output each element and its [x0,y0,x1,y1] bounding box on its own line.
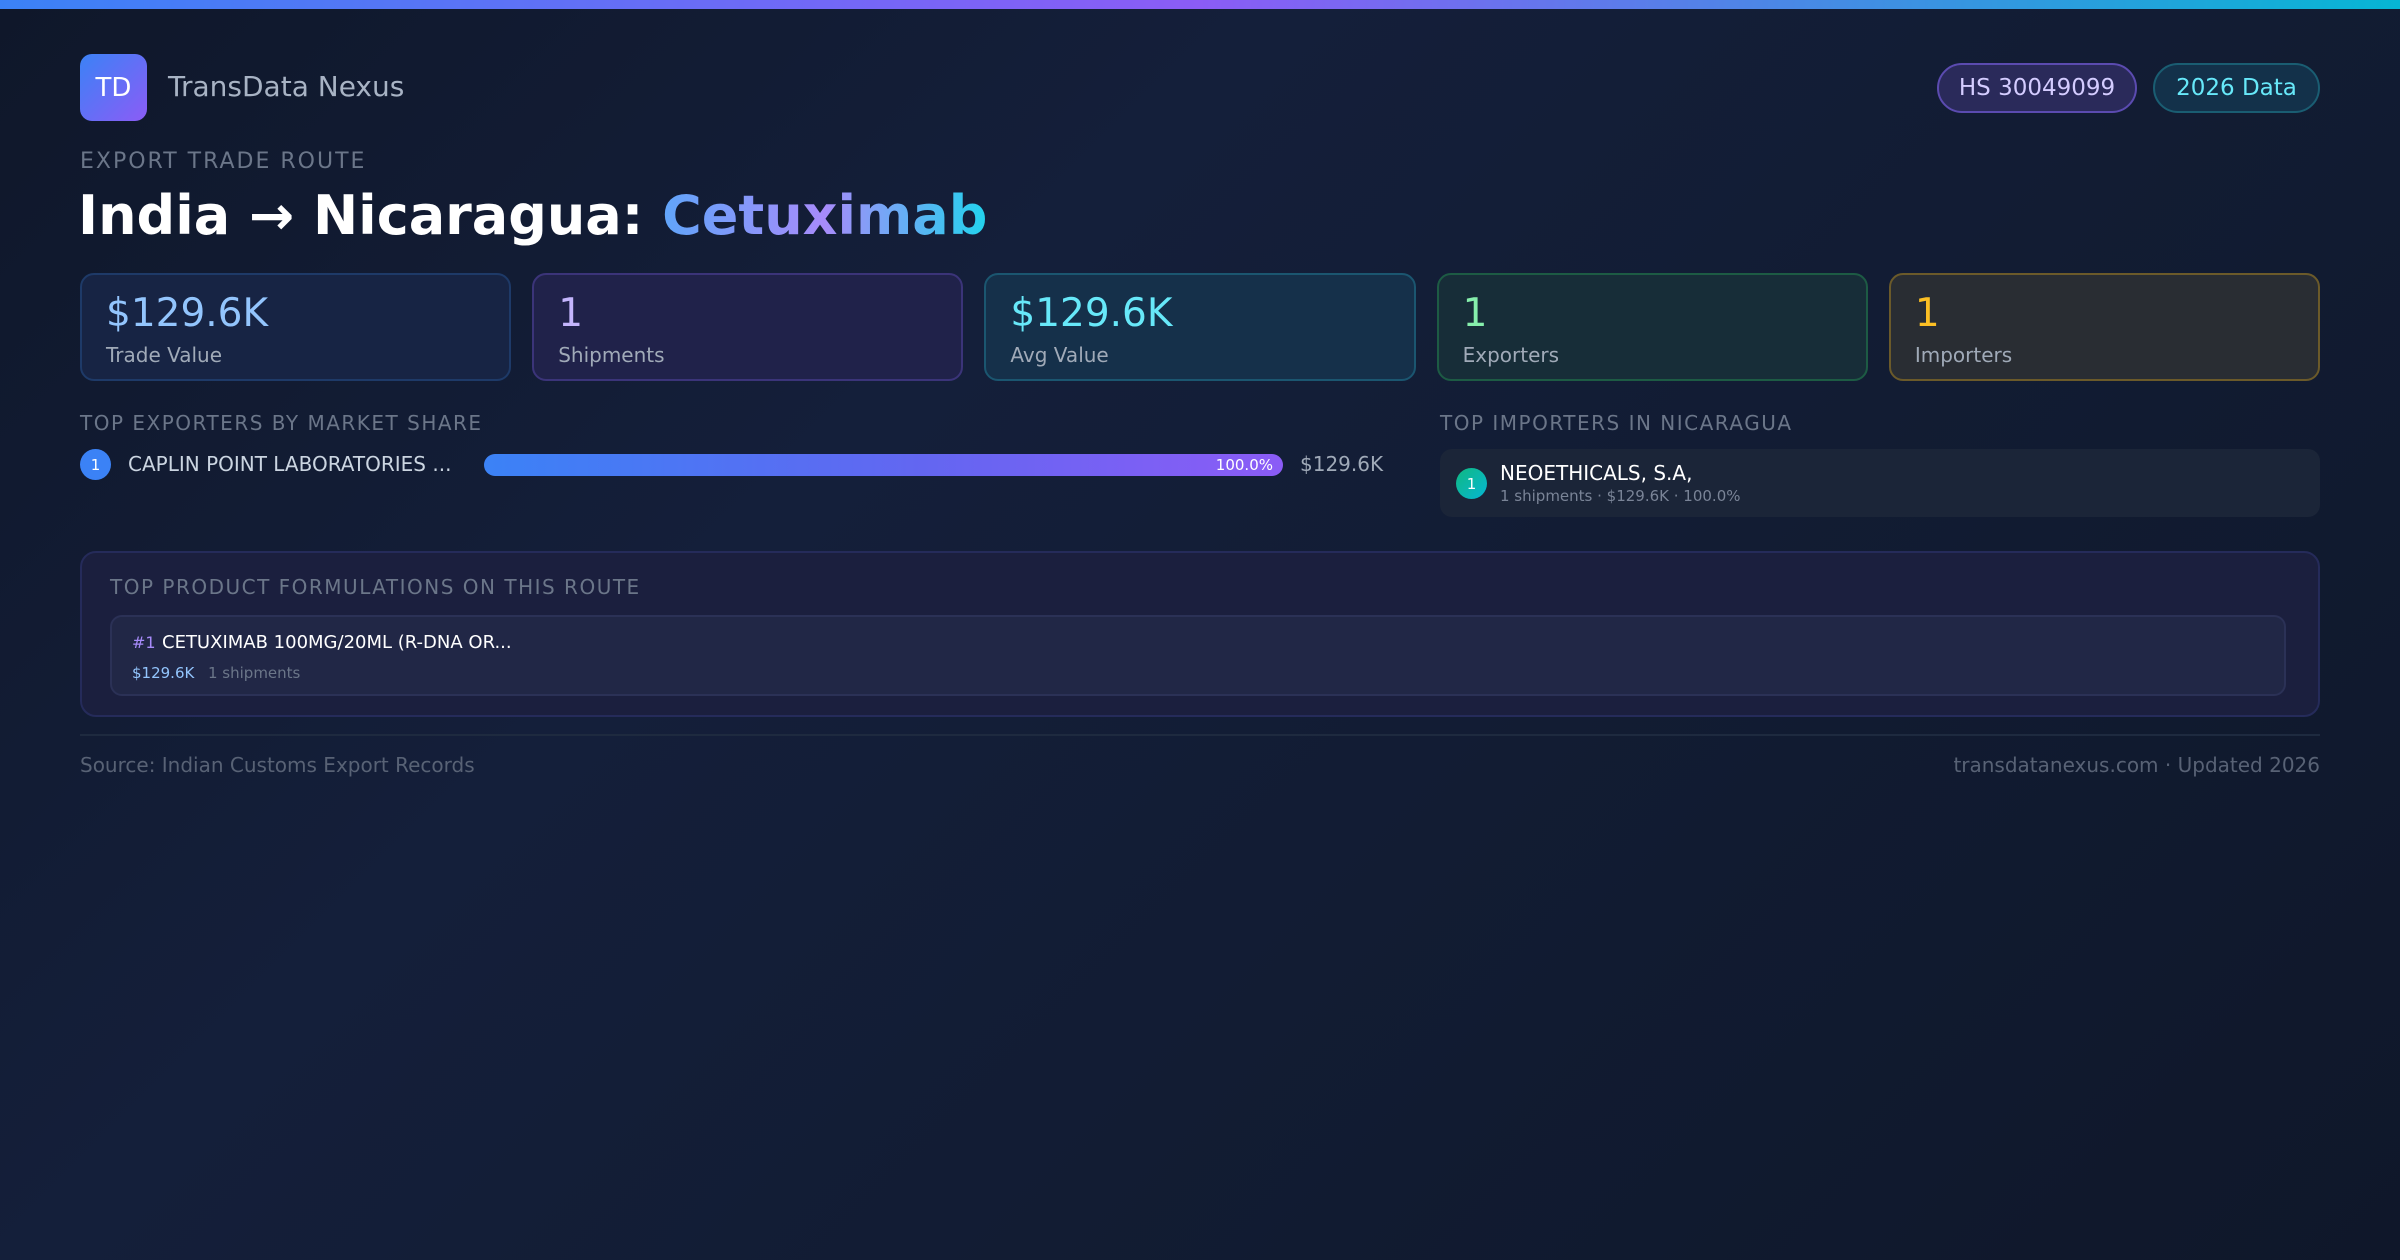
data-year-badge: 2026 Data [2153,63,2320,113]
importer-row[interactable]: 1 NEOETHICALS, S.A, 1 shipments · $129.6… [1440,449,2320,517]
stat-value: 1 [1462,291,1488,336]
footer-source: Source: Indian Customs Export Records [80,753,475,777]
importer-details: 1 shipments · $129.6K · 100.0% [1500,487,1741,505]
top-accent-bar [0,0,2400,9]
stat-trade-value: $129.6K Trade Value [80,273,512,381]
hs-code-badge: HS 30049099 [1937,63,2137,113]
rank-badge: 1 [80,449,111,480]
stat-cards: $129.6K Trade Value 1 Shipments $129.6K Avg… [80,273,2321,381]
product-value: $129.6K [132,664,195,682]
exporter-row[interactable]: 1 CAPLIN POINT LABORATORIES ... 100.0% $… [80,449,1384,481]
route-kicker: EXPORT TRADE ROUTE [80,149,367,174]
product-name: CETUXIMAB 100MG/20ML (R-DNA OR... [162,632,512,653]
product-shipments: 1 shipments [208,664,301,682]
footer-divider [80,734,2320,736]
stat-shipments: 1 Shipments [532,273,964,381]
product-formulations-panel: TOP PRODUCT FORMULATIONS ON THIS ROUTE #… [80,551,2320,717]
stat-value: $129.6K [1010,291,1173,336]
stat-label: Exporters [1462,343,1560,367]
market-share-bar: 100.0% [484,454,1283,476]
product-rank: #1 [132,633,156,652]
stat-exporters: 1 Exporters [1436,273,1868,381]
exporters-section-title: TOP EXPORTERS BY MARKET SHARE [80,411,483,435]
stat-label: Trade Value [106,343,223,367]
page-title: India → Nicaragua: Cetuximab [78,184,987,247]
market-share-label: 100.0% [1215,456,1273,474]
stat-value: 1 [1914,291,1940,336]
stat-avg-value: $129.6K Avg Value [984,273,1416,381]
stat-label: Avg Value [1010,343,1109,367]
market-share-fill: 100.0% [484,454,1283,476]
title-product: Cetuximab [662,184,988,247]
stat-label: Importers [1914,343,2013,367]
stat-value: 1 [558,291,584,336]
product-item[interactable]: #1 CETUXIMAB 100MG/20ML (R-DNA OR... $12… [110,615,2286,696]
stat-value: $129.6K [106,291,269,336]
stat-importers: 1 Importers [1888,273,2321,381]
exporter-value: $129.6K [1300,452,1384,476]
exporter-name: CAPLIN POINT LABORATORIES ... [128,452,452,476]
importers-section-title: TOP IMPORTERS IN NICARAGUA [1440,411,1793,435]
stat-label: Shipments [558,343,665,367]
brand-name: TransData Nexus [168,70,405,103]
products-section-title: TOP PRODUCT FORMULATIONS ON THIS ROUTE [110,575,641,599]
logo: TD [80,54,147,121]
footer-site[interactable]: transdatanexus.com · Updated 2026 [1953,753,2320,777]
rank-badge: 1 [1456,468,1487,499]
title-route: India → Nicaragua: [78,184,663,247]
importer-name: NEOETHICALS, S.A, [1500,461,1693,485]
